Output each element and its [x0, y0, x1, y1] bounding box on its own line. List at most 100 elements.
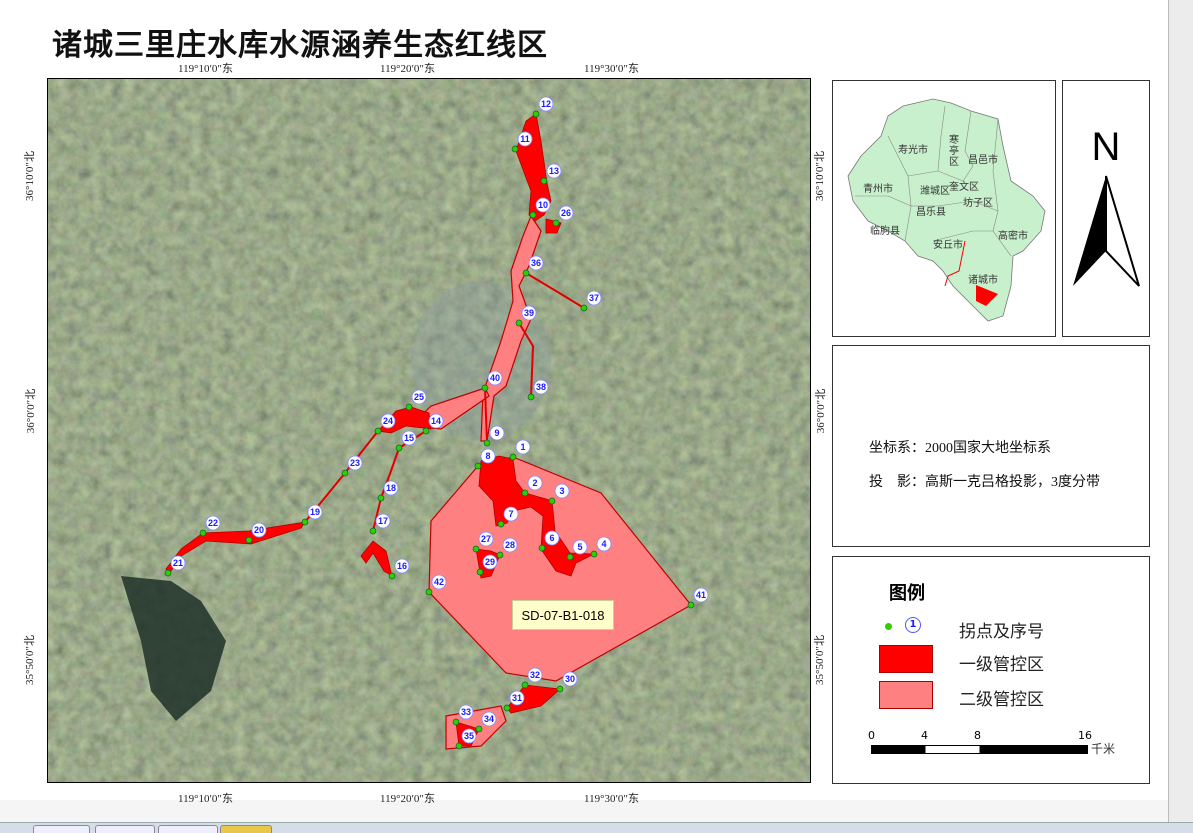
vertex-point	[199, 529, 207, 537]
reservoir	[121, 576, 226, 721]
inset-region-label: 昌乐县	[916, 207, 946, 218]
vertex-label-bg	[527, 475, 543, 491]
legend-label: 二级管控区	[959, 690, 1044, 710]
vertex-point	[377, 494, 385, 502]
vertex-label: 30	[565, 674, 575, 684]
taskbar-button[interactable]	[220, 825, 272, 833]
top-tick: 119°10′0″东	[178, 63, 233, 75]
scale-tick: 16	[1078, 729, 1092, 742]
window-edge	[1168, 0, 1193, 832]
vertex-point	[522, 269, 530, 277]
vertex-point	[590, 550, 598, 558]
vertex-point	[301, 518, 309, 526]
vertex-label-bg	[170, 555, 186, 571]
vertex-label: 17	[378, 516, 388, 526]
vertex-label-bg	[205, 515, 221, 531]
vertex-point	[527, 393, 535, 401]
top-tick: 119°20′0″东	[380, 63, 435, 75]
bottom-tick: 119°30′0″东	[584, 793, 639, 805]
vertex-label-bg	[307, 504, 323, 520]
right-tick: 35°50′0″北	[813, 635, 826, 685]
vertex-label: 39	[524, 308, 534, 318]
vertex-label: 24	[383, 416, 393, 426]
vertex-label-bg	[535, 197, 551, 213]
vertex-label: 2	[532, 478, 537, 488]
main-map[interactable]: 1 2 3 4 5 6 7 8 9 10 11 12 13 14 15 16 17 18 19 20 21 22 23 24 2…	[47, 78, 811, 783]
vertex-label-bg	[544, 530, 560, 546]
vertex-label-bg	[431, 574, 447, 590]
info-panel: 坐标系：2000国家大地坐标系 投 影：高斯一克吕格投影，3度分带	[832, 345, 1150, 547]
vertex-label-bg	[489, 425, 505, 441]
vertex-label: 10	[538, 200, 548, 210]
projection: 投 影：高斯一克吕格投影，3度分带	[869, 475, 1100, 490]
vertex-label: 36	[531, 258, 541, 268]
vertex-label: 38	[536, 382, 546, 392]
vertex-point	[529, 211, 537, 219]
vertex-point	[515, 319, 523, 327]
vertex-label: 16	[397, 561, 407, 571]
zone-code-label: SD-07-B1-018	[512, 600, 614, 630]
vertex-label-bg	[596, 536, 612, 552]
vertex-point	[532, 110, 540, 118]
vertex-label-bg	[394, 558, 410, 574]
taskbar-button[interactable]	[95, 825, 155, 833]
vertex-label-bg	[562, 671, 578, 687]
vertex-label-bg	[502, 537, 518, 553]
taskbar-button[interactable]	[33, 825, 90, 833]
vertex-point	[472, 545, 480, 553]
vertex-label-bg	[480, 448, 496, 464]
vertex-label: 27	[481, 534, 491, 544]
vertex-label: 3	[559, 486, 564, 496]
primary-zone-swatch	[879, 645, 933, 673]
vertex-label: 31	[512, 693, 522, 703]
vertex-point	[497, 520, 505, 528]
point-number-icon: 1	[905, 617, 921, 633]
vertex-label-bg	[347, 455, 363, 471]
vertex-point	[164, 569, 172, 577]
vertex-label: 33	[461, 707, 471, 717]
vertex-label: 25	[414, 392, 424, 402]
vertex-point	[476, 568, 484, 576]
inset-zone-highlight	[976, 285, 998, 306]
vertex-label: 41	[696, 590, 706, 600]
vertex-point	[405, 403, 413, 411]
right-tick: 36°10′0″北	[813, 151, 826, 201]
vertex-point	[474, 462, 482, 470]
vertex-point	[538, 544, 546, 552]
taskbar-button[interactable]	[158, 825, 218, 833]
inset-region-label: 奎文区	[949, 182, 979, 193]
inset-region-label: 诸城市	[968, 275, 998, 286]
vertex-point	[369, 527, 377, 535]
vertex-label-bg	[693, 587, 709, 603]
vertex-point	[580, 304, 588, 312]
vertex-point	[496, 551, 504, 559]
vertex-label-bg	[380, 413, 396, 429]
left-tick: 36°0′0″北	[25, 388, 38, 434]
scale-tick: 8	[974, 729, 981, 742]
vertex-point	[455, 742, 463, 750]
vertex-label-bg	[517, 131, 533, 147]
inset-region-label: 寿光市	[898, 145, 928, 156]
vertex-point	[503, 704, 511, 712]
vertex-point	[425, 588, 433, 596]
vertex-label: 8	[485, 451, 490, 461]
vertex-point	[556, 685, 564, 693]
vertex-label: 23	[350, 458, 360, 468]
vertex-label-bg	[527, 667, 543, 683]
vertex-label-bg	[521, 305, 537, 321]
vertex-point	[521, 681, 529, 689]
vertex-label: 14	[431, 416, 441, 426]
taskbar	[0, 822, 1193, 833]
left-tick: 36°10′0″北	[23, 151, 36, 201]
vertex-point	[245, 536, 253, 544]
bottom-tick: 119°10′0″东	[178, 793, 233, 805]
vertex-label: 15	[404, 433, 414, 443]
vertex-label-bg	[478, 531, 494, 547]
vertex-label: 37	[589, 293, 599, 303]
inset-region-label: 寒亭区	[949, 135, 959, 168]
vertex-label-bg	[503, 506, 519, 522]
legend-label: 一级管控区	[959, 655, 1044, 675]
vertex-label: 32	[530, 670, 540, 680]
weifang-outline	[847, 98, 1046, 322]
vertex-label-bg	[528, 255, 544, 271]
